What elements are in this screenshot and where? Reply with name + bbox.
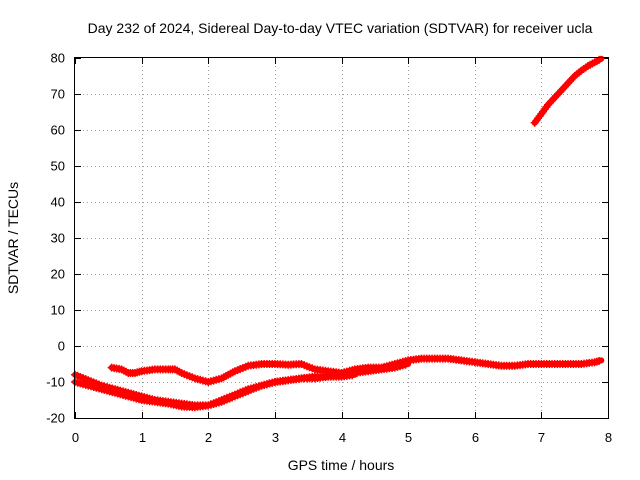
y-tick-label: 40 xyxy=(51,195,65,210)
x-tick-label: 0 xyxy=(72,430,79,445)
data-point-marker xyxy=(569,73,577,82)
x-axis-label: GPS time / hours xyxy=(288,457,395,473)
x-axis-ticks: 0 1 2 3 4 5 6 7 8 xyxy=(72,58,612,445)
y-tick-label: 0 xyxy=(58,339,65,354)
x-tick-label: 1 xyxy=(139,430,146,445)
y-axis-ticks: -20 -10 0 10 20 30 40 50 60 70 80 xyxy=(46,51,608,426)
data-series xyxy=(71,55,605,412)
y-tick-label: 80 xyxy=(51,51,65,66)
y-tick-label: 10 xyxy=(51,303,65,318)
series-track-b xyxy=(71,370,358,410)
y-tick-label: 70 xyxy=(51,87,65,102)
y-tick-label: 60 xyxy=(51,123,65,138)
x-tick-label: 2 xyxy=(205,430,212,445)
y-tick-label: -10 xyxy=(46,375,65,390)
x-tick-label: 5 xyxy=(405,430,412,445)
y-tick-label: 30 xyxy=(51,231,65,246)
x-tick-label: 6 xyxy=(472,430,479,445)
y-tick-label: 20 xyxy=(51,267,65,282)
x-tick-label: 8 xyxy=(605,430,612,445)
y-axis-label: SDTVAR / TECUs xyxy=(5,182,21,294)
y-tick-label: 50 xyxy=(51,159,65,174)
series-track-d xyxy=(530,55,605,127)
y-tick-label: -20 xyxy=(46,411,65,426)
plot-frame xyxy=(74,57,609,419)
series-track-c xyxy=(107,354,605,386)
data-point-marker xyxy=(595,357,604,365)
grid xyxy=(75,58,608,418)
x-tick-label: 3 xyxy=(272,430,279,445)
chart-title: Day 232 of 2024, Sidereal Day-to-day VTE… xyxy=(88,20,593,36)
x-tick-label: 4 xyxy=(339,430,346,445)
x-tick-label: 7 xyxy=(538,430,545,445)
